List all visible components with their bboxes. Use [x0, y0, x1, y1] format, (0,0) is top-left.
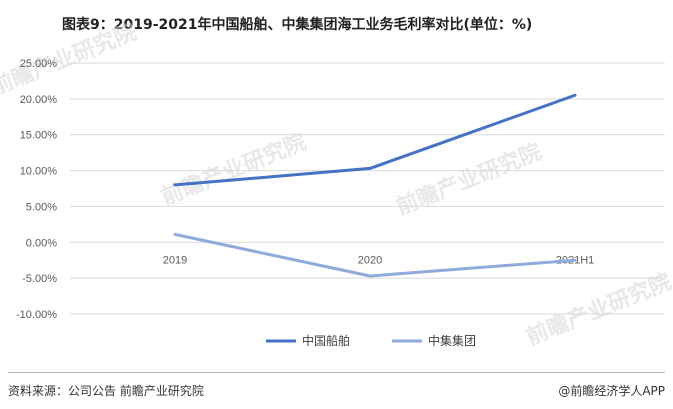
y-tick-label: 5.00%	[26, 201, 57, 213]
y-tick-label: -5.00%	[22, 273, 57, 285]
footer: 资料来源：公司公告 前瞻产业研究院 @前瞻经济学人APP	[0, 372, 673, 409]
legend: 中国船舶 中集集团	[266, 333, 476, 348]
y-tick-label: 20.00%	[20, 94, 58, 106]
series-line-2	[173, 232, 577, 278]
watermark-text: 前瞻产业研究院	[158, 129, 311, 211]
x-tick-label: 2019	[163, 254, 187, 266]
legend-label: 中国船舶	[302, 333, 350, 348]
credit-label: @前瞻经济学人APP	[558, 384, 665, 398]
x-tick-label: 2020	[358, 254, 382, 266]
series-layer	[173, 93, 577, 278]
watermark-text: 前瞻产业研究院	[523, 269, 673, 351]
y-tick-label: 25.00%	[20, 58, 58, 70]
credit: @前瞻经济学人APP	[558, 382, 665, 399]
y-tick-label: 15.00%	[20, 130, 58, 142]
chart-title: 图表9：2019-2021年中国船舶、中集集团海工业务毛利率对比(单位：%)	[62, 17, 533, 33]
legend-label: 中集集团	[428, 333, 476, 348]
series-line-1	[173, 93, 577, 187]
x-axis: 2019 2020 2021H1	[163, 254, 595, 266]
y-axis: 25.00% 20.00% 15.00% 10.00% 5.00% 0.00% -5.00%…	[16, 58, 57, 321]
y-tick-label: 0.00%	[26, 237, 57, 249]
y-tick-label: 10.00%	[20, 166, 58, 178]
source-note: 资料来源：公司公告 前瞻产业研究院	[8, 384, 204, 398]
gridlines	[70, 62, 665, 315]
footer-divider	[8, 372, 665, 373]
y-tick-label: -10.00%	[16, 309, 57, 321]
